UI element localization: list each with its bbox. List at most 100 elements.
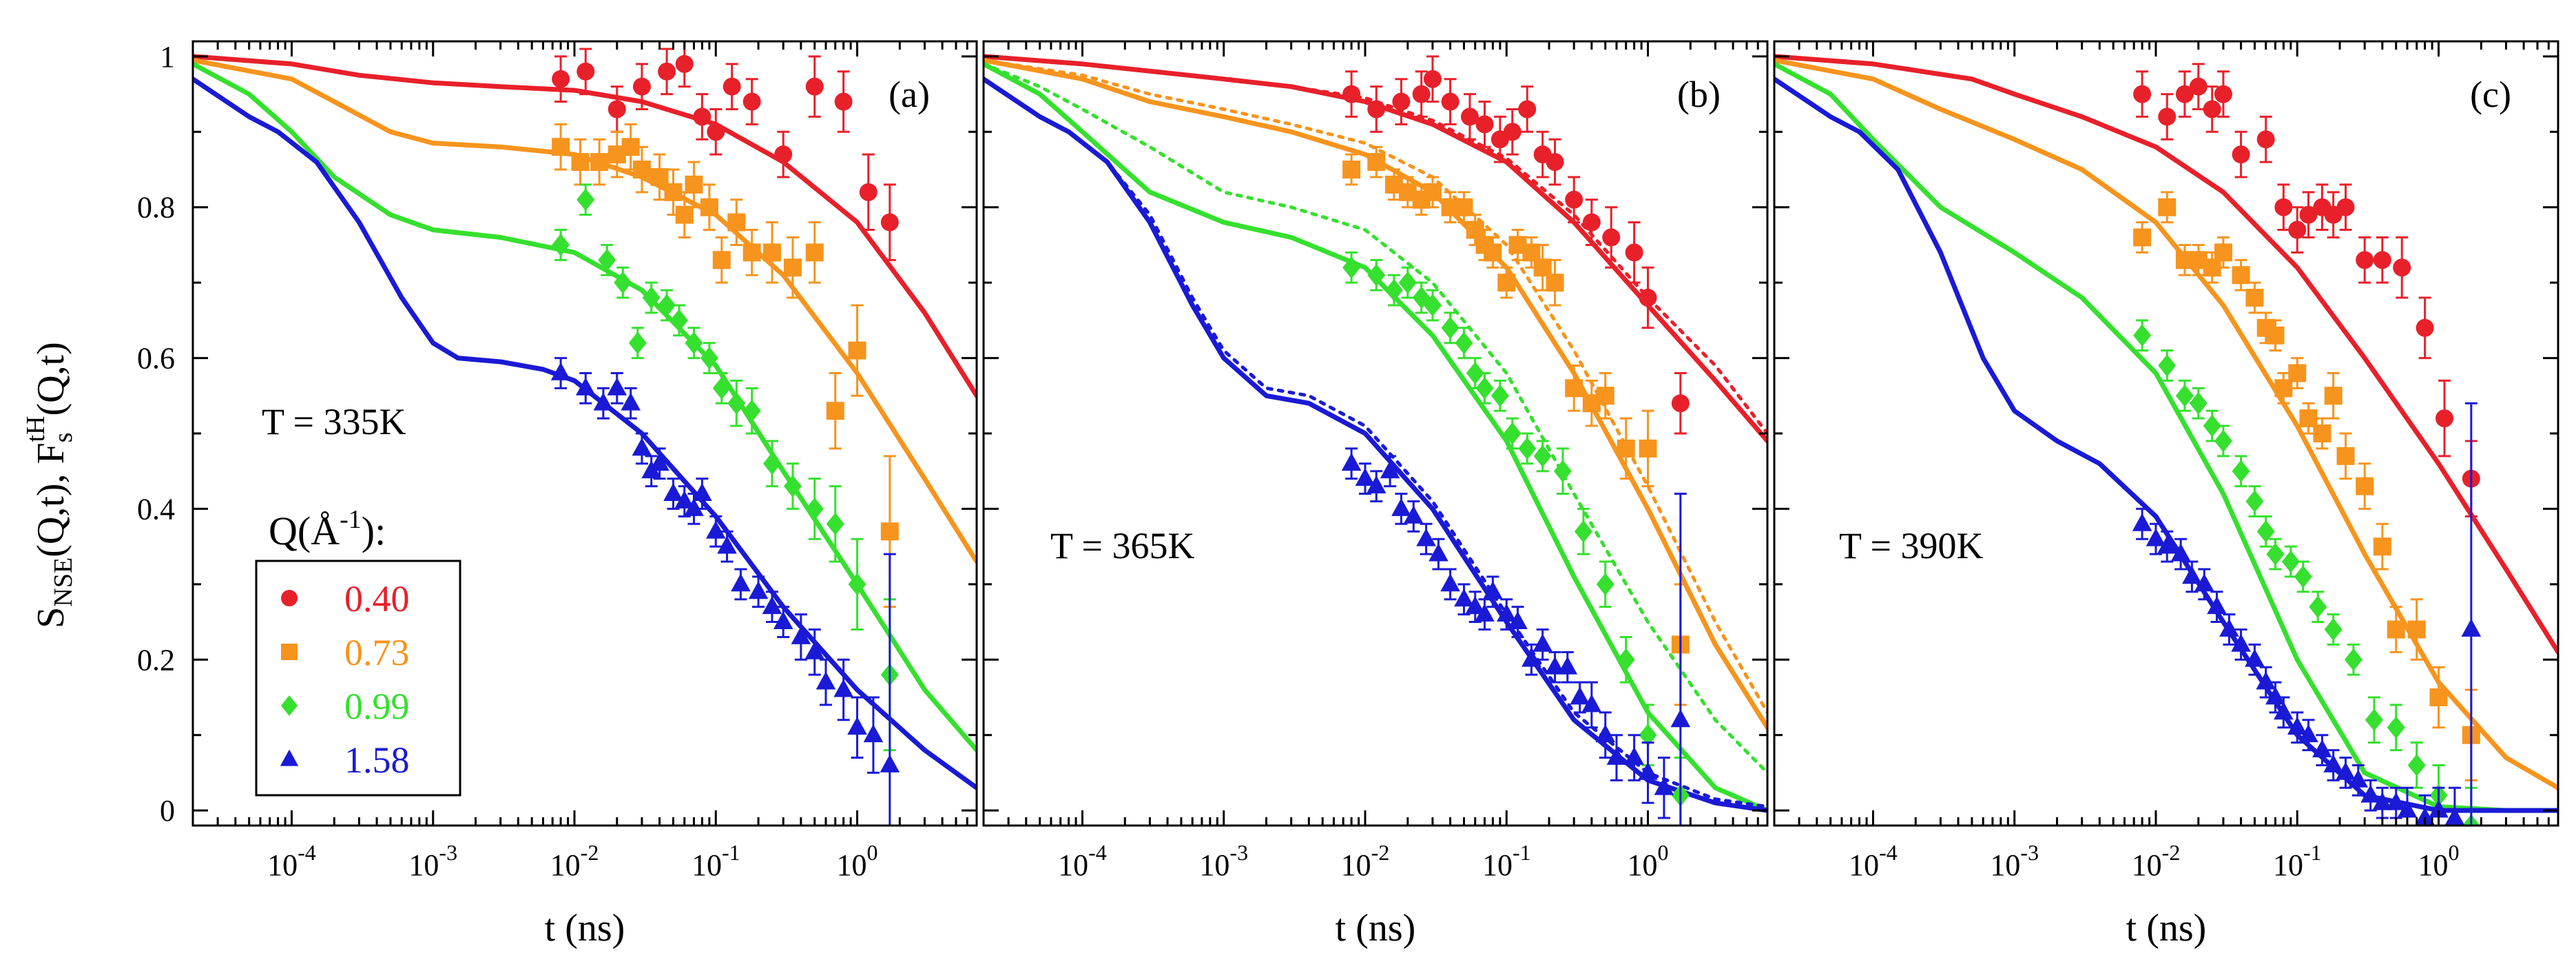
legend: Q(Å-1): 0.40 0.73 0.99 1.58	[255, 505, 461, 797]
plot-content-c	[1774, 54, 2558, 826]
x-tick-base: 10	[837, 848, 867, 882]
data-point-0.40-a	[880, 213, 899, 232]
data-point-1.58-c	[2287, 717, 2307, 735]
data-point-1.58-b	[1366, 475, 1386, 493]
data-point-0.99-b	[1617, 648, 1635, 671]
x-tick-exponent: -2	[581, 840, 599, 865]
data-point-1.58-b	[1581, 694, 1602, 713]
data-point-0.40-c	[2288, 221, 2307, 239]
x-tick-label-c: 10-3	[1990, 840, 2039, 882]
data-point-0.73-b	[1522, 243, 1541, 262]
data-point-1.58-b	[1416, 528, 1436, 546]
data-point-1.58-b	[1341, 453, 1362, 471]
data-point-0.99-b	[1398, 271, 1417, 294]
temperature-label-b: T = 365K	[1050, 525, 1194, 566]
curve-solid-0.99-a	[193, 61, 977, 753]
data-point-1.58-b	[1570, 686, 1590, 705]
x-tick-base: 10	[1849, 848, 1879, 882]
data-point-1.58-a	[575, 377, 596, 396]
x-tick-base: 10	[1990, 848, 2020, 882]
data-point-0.40-c	[2435, 409, 2454, 428]
y-label-sub2: s	[49, 433, 78, 443]
data-point-1.58-c	[2207, 596, 2227, 615]
data-point-0.73-a	[826, 402, 844, 420]
data-point-0.99-a	[783, 475, 802, 498]
data-point-1.58-c	[2336, 761, 2356, 780]
data-point-1.58-b	[1355, 468, 1375, 486]
data-point-0.99-c	[2387, 716, 2405, 739]
data-point-0.99-b	[1596, 573, 1614, 596]
data-point-1.58-a	[621, 392, 641, 411]
data-point-1.58-b	[1670, 709, 1691, 728]
data-point-0.40-c	[2373, 251, 2391, 269]
curve-dotted-0.40-b	[984, 54, 1767, 436]
data-point-0.99-c	[2214, 429, 2232, 453]
data-point-0.73-c	[2373, 537, 2391, 556]
panel-label-c: (c)	[2470, 74, 2511, 115]
data-point-0.40-a	[693, 107, 711, 126]
data-point-1.58-b	[1521, 648, 1541, 667]
data-point-1.58-b	[1654, 777, 1674, 795]
data-point-1.58-c	[2298, 724, 2318, 743]
data-point-1.58-a	[593, 392, 614, 411]
data-point-0.40-a	[632, 77, 651, 96]
data-point-0.73-c	[2356, 477, 2374, 495]
data-point-0.73-b	[1484, 243, 1502, 262]
data-point-1.58-a	[773, 611, 793, 629]
y-axis-label: SNSE(Q,t), FstH(Q,t)	[21, 342, 78, 628]
data-point-0.73-c	[2407, 620, 2426, 639]
data-point-0.40-a	[723, 77, 741, 96]
data-point-0.40-a	[774, 145, 793, 164]
data-point-1.58-c	[2372, 792, 2393, 810]
x-tick-base: 10	[408, 848, 439, 882]
data-point-1.58-c	[2146, 528, 2166, 546]
data-point-1.58-a	[650, 453, 669, 471]
x-tick-exponent: -2	[2162, 840, 2181, 865]
plot-content-a	[193, 41, 977, 826]
data-point-0.73-b	[1565, 379, 1583, 398]
legend-title-suffix: ):	[362, 509, 386, 553]
data-point-0.99-c	[2256, 520, 2275, 543]
temperature-label-a: T = 335K	[262, 401, 406, 442]
data-point-0.73-a	[700, 198, 718, 216]
data-point-1.58-c	[2312, 739, 2332, 757]
data-point-1.58-c	[2245, 648, 2265, 667]
data-point-0.99-b	[1553, 460, 1572, 482]
data-point-0.99-c	[2189, 391, 2208, 415]
data-point-1.58-c	[2415, 807, 2435, 826]
data-point-0.99-a	[669, 309, 688, 332]
data-point-1.58-a	[880, 754, 900, 772]
data-point-0.40-c	[2299, 205, 2318, 224]
legend-title: Q(Å-1):	[269, 505, 386, 553]
data-point-0.73-b	[1497, 274, 1516, 292]
data-point-0.99-b	[1518, 437, 1537, 460]
y-tick-label: 0.2	[137, 643, 175, 677]
data-point-0.40-b	[1392, 92, 1411, 111]
data-point-0.40-b	[1475, 115, 1494, 134]
data-point-0.73-a	[805, 243, 824, 262]
data-point-1.58-c	[2397, 799, 2418, 818]
data-point-1.58-a	[731, 573, 751, 592]
data-point-0.40-c	[2274, 198, 2293, 216]
data-point-0.40-a	[742, 92, 761, 111]
x-tick-label-a: 10-4	[267, 840, 316, 882]
data-point-0.99-a	[712, 377, 731, 400]
data-point-1.58-a	[717, 535, 737, 554]
curve-dotted-0.99-b	[984, 62, 1767, 775]
data-point-0.40-c	[2416, 318, 2434, 337]
x-tick-exponent: 0	[1658, 840, 1669, 865]
data-point-0.40-b	[1582, 213, 1601, 232]
data-point-0.73-b	[1639, 439, 1657, 458]
x-tick-exponent: -4	[1879, 840, 1898, 865]
data-point-0.73-c	[2299, 409, 2318, 428]
data-point-0.73-b	[1617, 439, 1635, 458]
data-point-0.40-a	[552, 70, 570, 88]
data-point-0.40-c	[2214, 85, 2232, 103]
data-point-0.99-a	[577, 188, 595, 212]
x-tick-base: 10	[267, 848, 298, 882]
data-point-0.40-b	[1503, 123, 1521, 141]
x-tick-base: 10	[1341, 848, 1371, 882]
data-point-0.73-b	[1546, 274, 1564, 292]
x-tick-base: 10	[2418, 848, 2449, 882]
data-point-0.73-a	[552, 138, 570, 156]
